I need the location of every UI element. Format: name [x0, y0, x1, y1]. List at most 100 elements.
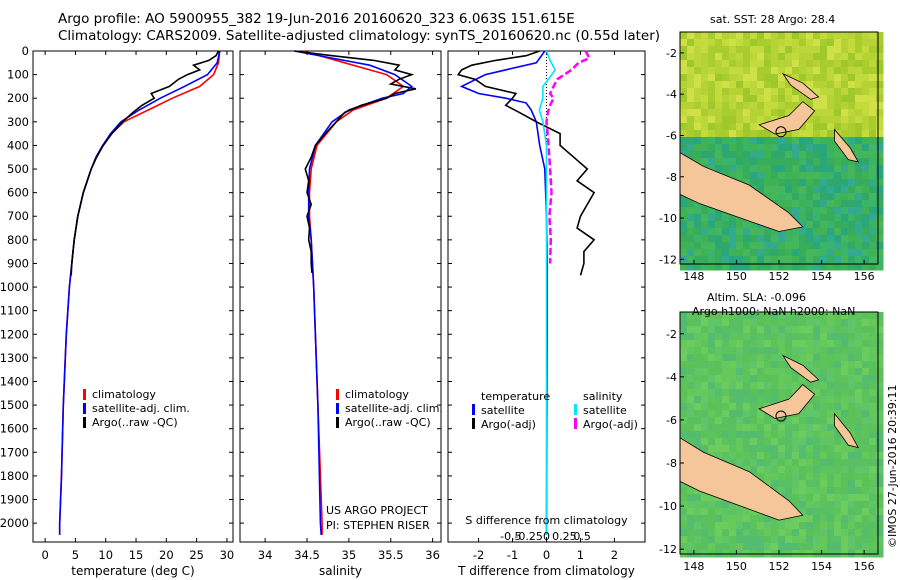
sla-field-cell: [778, 445, 786, 453]
sst-field-cell: [722, 74, 730, 82]
sla-field-cell: [680, 480, 688, 488]
sla-field-cell: [855, 452, 863, 460]
sla-field-cell: [708, 312, 716, 320]
sla-field-cell: [806, 424, 814, 432]
sst-field-cell: [820, 144, 828, 152]
sst-field-cell: [806, 228, 814, 236]
sst-map: [679, 31, 884, 271]
sst-field-cell: [799, 165, 807, 173]
sla-field-cell: [876, 382, 884, 390]
sla-field-cell: [694, 319, 702, 327]
sla-field-cell: [687, 522, 695, 530]
sla-field-cell: [820, 473, 828, 481]
sst-field-cell: [778, 165, 786, 173]
sst-field-cell: [694, 256, 702, 264]
sst-field-cell: [841, 200, 849, 208]
sst-field-cell: [820, 200, 828, 208]
sla-field-cell: [813, 389, 821, 397]
sla-field-cell: [708, 326, 716, 334]
sla-field-cell: [827, 312, 835, 320]
sla-field-cell: [750, 368, 758, 376]
sst-field-cell: [792, 67, 800, 75]
sla-field-cell: [827, 319, 835, 327]
sst-field-cell: [736, 263, 744, 271]
sst-field-cell: [841, 102, 849, 110]
depth-tick-label: 1200: [0, 327, 29, 341]
sla-field-cell: [855, 459, 863, 467]
diff-legend-label: satellite: [583, 404, 627, 417]
sst-field-cell: [757, 228, 765, 236]
sla-field-cell: [771, 543, 779, 551]
sst-field-cell: [680, 74, 688, 82]
sst-field-cell: [729, 123, 737, 131]
sla-field-cell: [722, 382, 730, 390]
sla-field-cell: [813, 424, 821, 432]
sst-field-cell: [855, 249, 863, 257]
sst-field-cell: [729, 53, 737, 61]
sst-field-cell: [736, 74, 744, 82]
sla-field-cell: [757, 319, 765, 327]
depth-tick-label: 0: [22, 44, 29, 58]
sla-field-cell: [862, 368, 870, 376]
sla-field-cell: [876, 424, 884, 432]
sst-field-cell: [876, 53, 884, 61]
sst-field-cell: [876, 46, 884, 54]
sla-field-cell: [820, 487, 828, 495]
sla-field-cell: [771, 368, 779, 376]
sla-field-cell: [729, 403, 737, 411]
sst-field-cell: [827, 235, 835, 243]
sst-field-cell: [757, 102, 765, 110]
sla-field-cell: [820, 312, 828, 320]
sst-field-cell: [876, 137, 884, 145]
sst-field-cell: [806, 172, 814, 180]
sla-field-cell: [785, 333, 793, 341]
temperature-xtick-label: 15: [129, 548, 144, 562]
sst-field-cell: [806, 116, 814, 124]
sla-field-cell: [778, 459, 786, 467]
sst-field-cell: [827, 193, 835, 201]
sla-field-cell: [813, 326, 821, 334]
sla-field-cell: [799, 536, 807, 544]
sst-field-cell: [820, 242, 828, 250]
sla-field-cell: [869, 396, 877, 404]
sst-field-cell: [848, 249, 856, 257]
sla-field-cell: [820, 522, 828, 530]
sst-field-cell: [827, 102, 835, 110]
sst-field-cell: [715, 263, 723, 271]
sst-field-cell: [834, 242, 842, 250]
sla-field-cell: [834, 340, 842, 348]
sst-field-cell: [876, 144, 884, 152]
sla-field-cell: [848, 508, 856, 516]
sst-field-cell: [750, 263, 758, 271]
sst-field-cell: [813, 116, 821, 124]
sla-field-cell: [785, 487, 793, 495]
sst-field-cell: [834, 123, 842, 131]
sla-field-cell: [701, 354, 709, 362]
sla-field-cell: [715, 396, 723, 404]
sla-field-cell: [876, 487, 884, 495]
sst-field-cell: [841, 130, 849, 138]
sst-field-cell: [785, 263, 793, 271]
sla-field-cell: [876, 319, 884, 327]
sla-field-cell: [820, 326, 828, 334]
temperature-legend-label: satellite-adj. clim.: [92, 402, 190, 415]
sst-field-cell: [708, 256, 716, 264]
sla-field-cell: [701, 319, 709, 327]
sla-field-cell: [701, 424, 709, 432]
sla-field-cell: [715, 403, 723, 411]
sla-field-cell: [750, 543, 758, 551]
sst-field-cell: [855, 235, 863, 243]
depth-tick-label: 300: [7, 115, 29, 129]
sst-field-cell: [736, 235, 744, 243]
sst-field-cell: [855, 95, 863, 103]
sla-field-cell: [792, 312, 800, 320]
sla-field-cell: [729, 368, 737, 376]
sla-field-cell: [813, 431, 821, 439]
sst-field-cell: [708, 249, 716, 257]
sla-field-cell: [806, 403, 814, 411]
sla-field-cell: [736, 543, 744, 551]
sla-field-cell: [841, 347, 849, 355]
sla-field-cell: [757, 389, 765, 397]
sst-field-cell: [785, 249, 793, 257]
sla-field-cell: [778, 396, 786, 404]
